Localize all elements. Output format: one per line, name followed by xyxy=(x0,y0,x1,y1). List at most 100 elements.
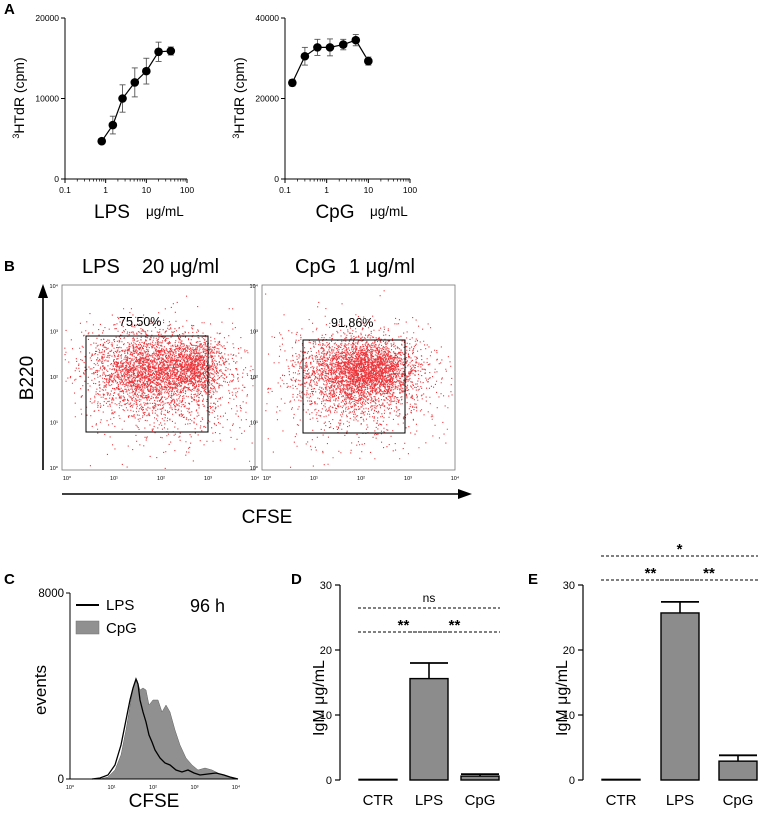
x-tick-label: 0.1 xyxy=(279,185,291,195)
legend-cpg-label: CpG xyxy=(106,620,137,637)
significance-label-1: ** xyxy=(449,617,461,634)
y-tick-label: 20000 xyxy=(255,94,279,104)
flow-x-tick-label: 10² xyxy=(157,476,165,482)
flow-y-tick-label: 10¹ xyxy=(250,421,258,427)
flow-y-tick-label: 10⁴ xyxy=(50,283,59,290)
bar-ctr xyxy=(601,778,641,781)
legend-lps-label: LPS xyxy=(106,597,134,614)
flow-plot-2-events xyxy=(265,290,453,468)
flow-plot-2-gate xyxy=(302,339,406,434)
y-tick-label: 10 xyxy=(320,710,332,722)
hist-x-tick-label: 10⁴ xyxy=(232,784,241,791)
data-point xyxy=(325,43,335,52)
panel-a-lps-axes: 0 10000 20000 0.1 1 10 100 xyxy=(35,13,194,195)
flow-x-tick-label: 10⁰ xyxy=(63,475,72,482)
flow-plot-1-gate xyxy=(85,335,209,433)
b220-arrowhead-icon xyxy=(38,284,48,298)
y-tick-label: 0 xyxy=(54,174,59,184)
flow-x-tick-label: 10² xyxy=(357,476,365,482)
hist-ytick-label-8000: 8000 xyxy=(38,588,64,600)
flow-y-tick-label: 10³ xyxy=(250,330,258,336)
flow-plot-1-frame xyxy=(61,284,256,471)
flow-plot-2-dot-cloud xyxy=(265,290,453,468)
flow-x-tick-label: 10¹ xyxy=(310,476,318,482)
x-tick-label: 1 xyxy=(103,185,108,195)
panel-d-bars xyxy=(358,662,500,781)
panel-e-bars xyxy=(601,601,758,781)
panel-a-cpg-xunit: μg/mL xyxy=(370,204,408,219)
significance-label-2: ns xyxy=(423,591,436,605)
x-category-label-cpg: CpG xyxy=(465,792,496,809)
hist-ytick-label-0: 0 xyxy=(58,774,64,786)
panel-d-ylabel: IgM μg/mL xyxy=(311,660,328,736)
x-category-label-cpg: CpG xyxy=(723,792,754,809)
flow-y-tick-label: 10² xyxy=(250,375,258,381)
bar-lps xyxy=(660,612,700,781)
panel-e-axes: 0 10 20 30 CTR LPS CpG xyxy=(563,580,754,809)
y-tick-label: 30 xyxy=(320,580,332,592)
hist-x-tick-label: 10¹ xyxy=(108,785,116,791)
data-point xyxy=(118,94,127,103)
bar-cpg xyxy=(460,775,500,781)
significance-label-2: * xyxy=(677,541,683,558)
y-tick-label: 0 xyxy=(274,174,279,184)
data-point xyxy=(166,46,176,56)
hist-xtick-labels: 10⁰ 10¹ 10² 10³ 10⁴ xyxy=(66,784,241,791)
histogram-lps-line xyxy=(91,677,239,780)
panel-e-ylabel: IgM μg/mL xyxy=(554,660,571,736)
panel-a-cpg-marks xyxy=(288,34,373,88)
y-tick-label: 10 xyxy=(563,710,575,722)
panel-d-significance: ** ** ns xyxy=(358,591,500,634)
flow-axis-ticks: 10⁰ 10¹ 10² 10³ 10⁴ 10⁰ 10¹ 10² 10³ 10⁴ 10⁰ 10¹ 10² 1… xyxy=(50,283,460,482)
bar-cpg xyxy=(718,760,758,781)
flow-plot-2-dose: 1 μg/ml xyxy=(349,256,415,278)
hist-x-tick-label: 10⁰ xyxy=(66,784,75,791)
flow-y-tick-label: 10³ xyxy=(50,330,58,336)
x-category-label-ctr: CTR xyxy=(363,792,394,809)
y-tick-label: 20 xyxy=(320,645,332,657)
x-tick-label: 100 xyxy=(180,185,194,195)
flow-xlabel: CFSE xyxy=(242,507,293,528)
significance-label-0: ** xyxy=(398,617,410,634)
flow-plot-1-dose: 20 μg/ml xyxy=(142,256,219,278)
y-tick-label: 0 xyxy=(326,775,332,787)
data-point xyxy=(300,51,310,61)
data-point xyxy=(108,120,118,130)
legend-cpg-swatch xyxy=(75,620,100,635)
cfse-arrowhead-icon xyxy=(458,489,472,499)
flow-y-tick-label: 10⁰ xyxy=(250,465,259,472)
histogram-cpg-area xyxy=(99,679,237,780)
flow-y-tick-label: 10² xyxy=(50,375,58,381)
panel-letter-c: C xyxy=(4,571,15,588)
x-category-label-ctr: CTR xyxy=(606,792,637,809)
flow-plot-1-stim: LPS xyxy=(82,256,120,278)
y-tick-label: 10000 xyxy=(35,94,59,104)
data-point xyxy=(288,78,297,88)
flow-y-tick-label: 10⁴ xyxy=(250,283,259,290)
data-point xyxy=(313,43,322,52)
x-tick-label: 0.1 xyxy=(59,185,71,195)
panel-c-histogram: 8000 0 10⁰ 10¹ 10² 10³ 10⁴ events CFSE 96 h … xyxy=(31,588,241,812)
flow-plot-1-gate-percent: 75.50% xyxy=(119,315,161,329)
y-tick-label: 20 xyxy=(563,645,575,657)
x-tick-label: 10 xyxy=(142,185,152,195)
flow-y-tick-label: 10⁰ xyxy=(50,465,59,472)
hist-xlabel: CFSE xyxy=(129,791,180,812)
flow-y-tick-label: 10¹ xyxy=(50,421,58,427)
flow-plot-2-frame xyxy=(261,284,456,471)
hist-x-tick-label: 10³ xyxy=(191,785,199,791)
flow-x-tick-label: 10³ xyxy=(404,476,412,482)
data-point xyxy=(364,56,373,66)
flow-x-tick-label: 10³ xyxy=(204,476,212,482)
y-tick-label: 20000 xyxy=(35,13,59,23)
x-tick-label: 100 xyxy=(403,185,417,195)
flow-plot-2-stim: CpG xyxy=(295,256,336,278)
panel-letter-a: A xyxy=(4,1,15,18)
hist-x-tick-label: 10² xyxy=(149,785,157,791)
panel-letter-b: B xyxy=(4,258,15,275)
panel-e-significance: ** *** xyxy=(601,541,758,582)
panel-a-lps-marks xyxy=(97,41,176,146)
flow-plot-2-gate-percent: 91.86% xyxy=(331,316,373,330)
